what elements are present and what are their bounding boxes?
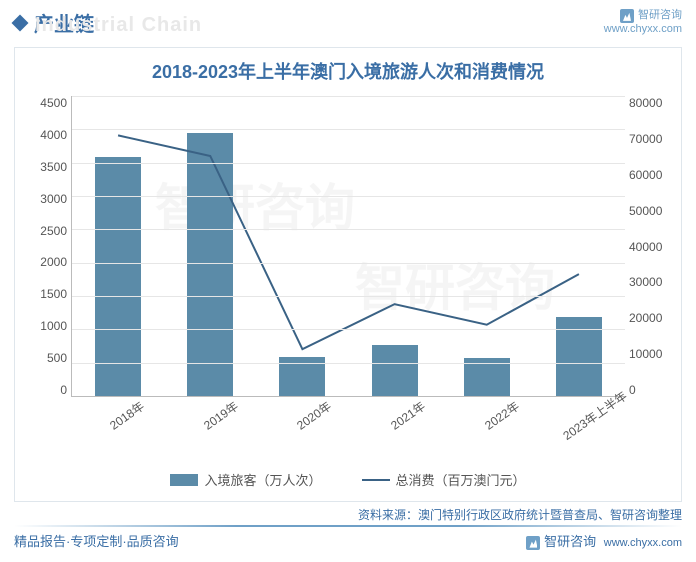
grid-line <box>72 263 625 264</box>
y-left-tick: 1500 <box>23 287 67 301</box>
diamond-icon <box>12 14 29 31</box>
footer-left: 精品报告·专项定制·品质咨询 <box>14 531 179 550</box>
brand-url: www.chyxx.com <box>604 23 682 36</box>
plot-wrap: 4500 4000 3500 3000 2500 2000 1500 1000 500 0 800… <box>23 96 673 397</box>
footer-brand: 智研咨询 <box>544 534 596 549</box>
y-right-tick: 50000 <box>629 204 673 218</box>
footer-right: 智研咨询 www.chyxx.com <box>526 531 682 550</box>
grid-line <box>72 329 625 330</box>
legend-line: 总消费（百万澳门元） <box>362 470 526 489</box>
y-right-tick: 70000 <box>629 132 673 146</box>
y-left-tick: 0 <box>23 383 67 397</box>
y-right-tick: 60000 <box>629 168 673 182</box>
grid-line <box>72 229 625 230</box>
footer-url: www.chyxx.com <box>604 537 682 549</box>
header-right: 智研咨询 www.chyxx.com <box>604 9 682 36</box>
grid-line <box>72 96 625 97</box>
grid-line <box>72 363 625 364</box>
watermark-english: Industrial Chain <box>35 14 202 37</box>
y-right-tick: 40000 <box>629 240 673 254</box>
chart-title: 2018-2023年上半年澳门入境旅游人次和消费情况 <box>23 58 673 84</box>
line-series <box>118 135 579 349</box>
chart-frame: 智研咨询 智研咨询 2018-2023年上半年澳门入境旅游人次和消费情况 450… <box>14 47 682 502</box>
y-left-tick: 4000 <box>23 128 67 142</box>
y-right-tick: 20000 <box>629 311 673 325</box>
y-left-tick: 2500 <box>23 224 67 238</box>
y-axis-right: 80000 70000 60000 50000 40000 30000 20000 10000… <box>625 96 673 397</box>
footer-logo-icon <box>526 536 540 550</box>
grid-line <box>72 296 625 297</box>
grid-line <box>72 196 625 197</box>
legend-bar-label: 入境旅客（万人次） <box>204 470 321 489</box>
grid-line <box>72 129 625 130</box>
x-axis: 2018年2019年2020年2021年2022年2023年上半年 <box>67 397 629 428</box>
footer: 精品报告·专项定制·品质咨询 智研咨询 www.chyxx.com <box>0 527 696 554</box>
plot-area <box>71 96 625 397</box>
source-line: 资料来源：澳门特别行政区政府统计暨普查局、智研咨询整理 <box>0 506 682 523</box>
line-layer <box>72 96 625 396</box>
brand-logo-icon <box>620 9 634 23</box>
y-left-tick: 2000 <box>23 255 67 269</box>
y-right-tick: 30000 <box>629 275 673 289</box>
y-right-tick: 10000 <box>629 347 673 361</box>
bar-swatch-icon <box>170 474 198 486</box>
legend: 入境旅客（万人次） 总消费（百万澳门元） <box>23 470 673 489</box>
y-left-tick: 4500 <box>23 96 67 110</box>
y-right-tick: 80000 <box>629 96 673 110</box>
brand-name: 智研咨询 <box>638 9 682 22</box>
y-left-tick: 500 <box>23 351 67 365</box>
brand-row: 智研咨询 <box>604 9 682 23</box>
line-swatch-icon <box>362 479 390 481</box>
y-axis-left: 4500 4000 3500 3000 2500 2000 1500 1000 500 0 <box>23 96 71 397</box>
legend-bar: 入境旅客（万人次） <box>170 470 321 489</box>
y-left-tick: 1000 <box>23 319 67 333</box>
legend-line-label: 总消费（百万澳门元） <box>396 470 526 489</box>
grid-line <box>72 163 625 164</box>
y-left-tick: 3500 <box>23 160 67 174</box>
y-left-tick: 3000 <box>23 192 67 206</box>
